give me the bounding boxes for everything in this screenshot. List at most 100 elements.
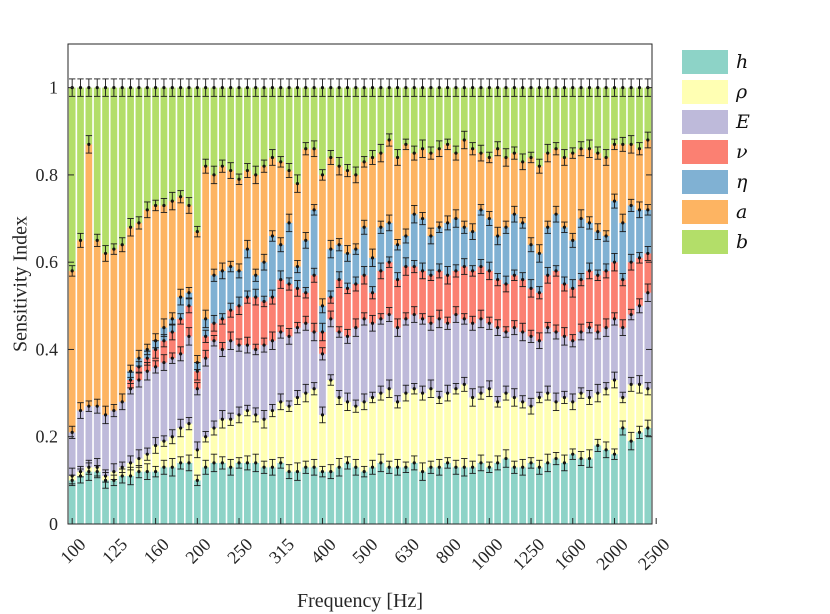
bar-segment xyxy=(452,87,460,154)
bar-segment xyxy=(402,266,410,319)
point-marker xyxy=(212,461,216,465)
error-bar xyxy=(494,226,501,246)
point-marker xyxy=(537,291,541,295)
point-marker xyxy=(329,295,333,299)
point-marker xyxy=(245,168,249,173)
bar-segment xyxy=(168,332,176,359)
error-bar xyxy=(344,282,351,295)
point-marker xyxy=(87,86,91,90)
bar-segment xyxy=(335,166,343,245)
bar-segment xyxy=(477,318,485,394)
bar-segment xyxy=(310,332,318,389)
error-bar xyxy=(469,388,476,407)
bar-segment xyxy=(360,275,368,319)
bar-segment xyxy=(552,458,560,524)
bar-segment xyxy=(544,153,552,228)
error-bar xyxy=(260,337,268,353)
point-marker xyxy=(437,395,441,400)
bar-segment xyxy=(360,318,368,402)
error-bar xyxy=(335,271,343,288)
error-bar xyxy=(494,455,501,471)
error-bar xyxy=(561,327,568,346)
bar-segment xyxy=(218,419,226,463)
error-bar xyxy=(611,78,618,97)
point-marker xyxy=(304,86,308,90)
point-marker xyxy=(429,273,433,277)
bar-segment xyxy=(310,87,318,149)
bar-segment xyxy=(394,401,401,468)
point-marker xyxy=(537,251,541,256)
error-bar xyxy=(210,420,218,436)
bar-segment xyxy=(619,327,627,398)
point-marker xyxy=(345,461,350,465)
error-bar xyxy=(319,347,326,361)
bar-segment xyxy=(227,170,235,267)
bar-segment xyxy=(344,401,351,463)
point-marker xyxy=(562,225,567,229)
bar-segment xyxy=(319,471,326,524)
bar-segment xyxy=(227,419,235,468)
error-bar xyxy=(68,265,76,277)
error-bar xyxy=(185,417,193,431)
bar-segment xyxy=(502,393,510,459)
point-marker xyxy=(621,221,625,225)
error-bar xyxy=(335,238,343,252)
point-marker xyxy=(329,378,333,382)
bar-segment xyxy=(544,462,552,524)
bar-segment xyxy=(477,266,485,319)
point-marker xyxy=(204,317,208,321)
error-bar xyxy=(411,205,418,224)
point-marker xyxy=(370,256,375,260)
bar-segment xyxy=(410,214,418,267)
bar-segment xyxy=(627,144,635,206)
error-bar xyxy=(586,449,593,468)
point-marker xyxy=(345,334,350,338)
error-bar xyxy=(561,78,568,97)
error-bar xyxy=(344,456,351,470)
bar-segment xyxy=(569,401,577,455)
x-tick-label: 400 xyxy=(307,534,340,567)
point-marker xyxy=(504,282,508,286)
error-bar xyxy=(527,397,535,415)
bar-segment xyxy=(152,445,159,472)
error-bar xyxy=(377,78,385,97)
point-marker xyxy=(479,391,483,395)
bar-segment xyxy=(561,336,568,398)
point-marker xyxy=(162,339,166,343)
point-marker xyxy=(279,86,283,90)
bar-segment xyxy=(369,467,376,524)
error-bar xyxy=(644,131,652,149)
point-marker xyxy=(229,264,233,269)
point-marker xyxy=(187,291,191,295)
error-bar xyxy=(310,382,318,396)
bar-segment xyxy=(435,467,443,524)
error-bar xyxy=(302,383,309,403)
error-bar xyxy=(544,321,551,334)
point-marker xyxy=(479,461,483,465)
bar-segment xyxy=(444,323,451,394)
point-marker xyxy=(170,86,174,90)
bar-segment xyxy=(385,388,393,468)
error-bar xyxy=(219,159,226,173)
error-bar xyxy=(469,142,476,156)
error-bar xyxy=(411,145,418,161)
point-marker xyxy=(279,400,283,404)
error-bar xyxy=(144,463,151,480)
bar-segment xyxy=(519,467,527,524)
point-marker xyxy=(496,278,500,282)
point-marker xyxy=(145,208,149,212)
bar-segment xyxy=(102,414,109,476)
bar-segment xyxy=(335,279,343,332)
point-marker xyxy=(270,465,274,469)
bar-segment xyxy=(444,222,451,276)
error-bar xyxy=(561,276,568,292)
point-marker xyxy=(637,430,642,434)
bar-segment xyxy=(519,279,527,332)
error-bar xyxy=(319,465,326,478)
bar-segment xyxy=(636,305,643,385)
error-bar xyxy=(636,201,643,219)
point-marker xyxy=(629,439,633,443)
point-marker xyxy=(229,168,233,173)
bar-segment xyxy=(252,414,260,463)
